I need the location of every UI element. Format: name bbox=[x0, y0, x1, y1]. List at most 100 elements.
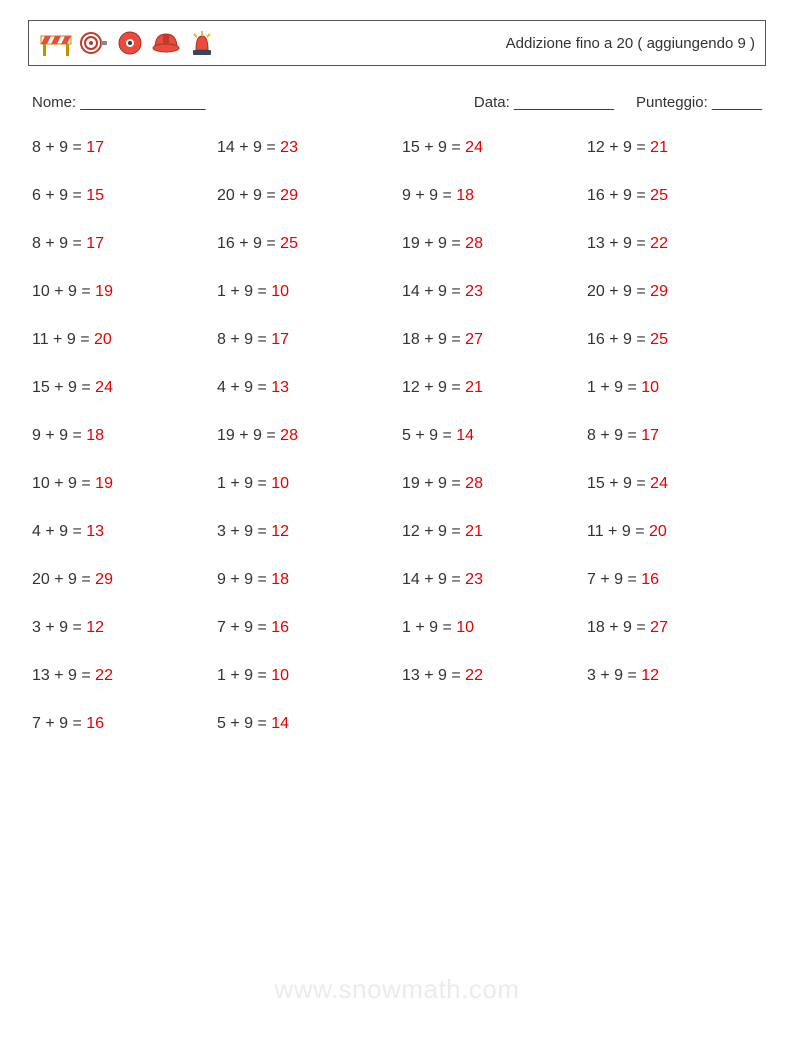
answer-text: 17 bbox=[86, 139, 104, 156]
question-text: 18 + 9 = bbox=[587, 619, 650, 636]
answer-text: 12 bbox=[86, 619, 104, 636]
date-label: Data: ____________ bbox=[474, 94, 614, 111]
problem-cell: 1 + 9 = 10 bbox=[217, 475, 392, 493]
question-text: 12 + 9 = bbox=[402, 379, 465, 396]
problem-cell: 4 + 9 = 13 bbox=[32, 523, 207, 541]
answer-text: 29 bbox=[280, 187, 298, 204]
answer-text: 28 bbox=[280, 427, 298, 444]
question-text: 10 + 9 = bbox=[32, 283, 95, 300]
answer-text: 29 bbox=[95, 571, 113, 588]
problem-cell: 16 + 9 = 25 bbox=[587, 187, 762, 205]
answer-text: 17 bbox=[271, 331, 289, 348]
question-text: 3 + 9 = bbox=[32, 619, 86, 636]
question-text: 16 + 9 = bbox=[217, 235, 280, 252]
answer-text: 23 bbox=[465, 571, 483, 588]
question-text: 19 + 9 = bbox=[402, 235, 465, 252]
problem-cell: 10 + 9 = 19 bbox=[32, 283, 207, 301]
answer-text: 25 bbox=[650, 331, 668, 348]
problem-cell: 8 + 9 = 17 bbox=[32, 139, 207, 157]
answer-text: 12 bbox=[641, 667, 659, 684]
answer-text: 19 bbox=[95, 283, 113, 300]
question-text: 1 + 9 = bbox=[217, 283, 271, 300]
question-text: 14 + 9 = bbox=[402, 571, 465, 588]
problem-cell: 20 + 9 = 29 bbox=[32, 571, 207, 589]
answer-text: 23 bbox=[280, 139, 298, 156]
question-text: 15 + 9 = bbox=[587, 475, 650, 492]
problem-cell: 8 + 9 = 17 bbox=[217, 331, 392, 349]
problem-cell: 1 + 9 = 10 bbox=[217, 283, 392, 301]
answer-text: 20 bbox=[649, 523, 667, 540]
question-text: 20 + 9 = bbox=[587, 283, 650, 300]
worksheet-title: Addizione fino a 20 ( aggiungendo 9 ) bbox=[506, 35, 755, 52]
meta-row: Nome: _______________ Data: ____________… bbox=[28, 94, 766, 111]
problem-cell: 14 + 9 = 23 bbox=[402, 571, 577, 589]
answer-text: 29 bbox=[650, 283, 668, 300]
question-text: 13 + 9 = bbox=[402, 667, 465, 684]
answer-text: 25 bbox=[650, 187, 668, 204]
problem-cell: 14 + 9 = 23 bbox=[217, 139, 392, 157]
problem-cell: 15 + 9 = 24 bbox=[402, 139, 577, 157]
problem-cell: 13 + 9 = 22 bbox=[32, 667, 207, 685]
problem-cell: 3 + 9 = 12 bbox=[32, 619, 207, 637]
answer-text: 21 bbox=[650, 139, 668, 156]
question-text: 19 + 9 = bbox=[217, 427, 280, 444]
answer-text: 22 bbox=[95, 667, 113, 684]
question-text: 14 + 9 = bbox=[402, 283, 465, 300]
answer-text: 10 bbox=[271, 667, 289, 684]
answer-text: 14 bbox=[456, 427, 474, 444]
question-text: 13 + 9 = bbox=[587, 235, 650, 252]
question-text: 8 + 9 = bbox=[32, 235, 86, 252]
answer-text: 12 bbox=[271, 523, 289, 540]
answer-text: 18 bbox=[86, 427, 104, 444]
question-text: 12 + 9 = bbox=[587, 139, 650, 156]
question-text: 9 + 9 = bbox=[32, 427, 86, 444]
problem-cell: 20 + 9 = 29 bbox=[217, 187, 392, 205]
watermark: www.snowmath.com bbox=[0, 974, 794, 1005]
question-text: 15 + 9 = bbox=[402, 139, 465, 156]
problem-cell: 4 + 9 = 13 bbox=[217, 379, 392, 397]
question-text: 11 + 9 = bbox=[32, 331, 94, 348]
answer-text: 24 bbox=[650, 475, 668, 492]
question-text: 1 + 9 = bbox=[217, 475, 271, 492]
problem-cell: 12 + 9 = 21 bbox=[402, 523, 577, 541]
problem-cell: 8 + 9 = 17 bbox=[32, 235, 207, 253]
problem-cell: 15 + 9 = 24 bbox=[32, 379, 207, 397]
problem-cell: 20 + 9 = 29 bbox=[587, 283, 762, 301]
problem-cell: 13 + 9 = 22 bbox=[402, 667, 577, 685]
answer-text: 13 bbox=[86, 523, 104, 540]
question-text: 3 + 9 = bbox=[587, 667, 641, 684]
worksheet-page: Addizione fino a 20 ( aggiungendo 9 ) No… bbox=[0, 0, 794, 1053]
question-text: 20 + 9 = bbox=[217, 187, 280, 204]
question-text: 7 + 9 = bbox=[587, 571, 641, 588]
answer-text: 16 bbox=[86, 715, 104, 732]
question-text: 11 + 9 = bbox=[587, 523, 649, 540]
answer-text: 13 bbox=[271, 379, 289, 396]
siren-icon bbox=[187, 28, 217, 58]
answer-text: 17 bbox=[86, 235, 104, 252]
answer-text: 24 bbox=[95, 379, 113, 396]
question-text: 5 + 9 = bbox=[217, 715, 271, 732]
question-text: 14 + 9 = bbox=[217, 139, 280, 156]
problem-cell: 11 + 9 = 20 bbox=[587, 523, 762, 541]
answer-text: 23 bbox=[465, 283, 483, 300]
answer-text: 10 bbox=[271, 283, 289, 300]
problem-cell bbox=[587, 715, 762, 733]
answer-text: 19 bbox=[95, 475, 113, 492]
problem-cell: 19 + 9 = 28 bbox=[402, 475, 577, 493]
question-text: 5 + 9 = bbox=[402, 427, 456, 444]
answer-text: 21 bbox=[465, 379, 483, 396]
problem-cell: 18 + 9 = 27 bbox=[587, 619, 762, 637]
problem-grid: 8 + 9 = 17 14 + 9 = 23 15 + 9 = 24 12 + 9 =… bbox=[28, 139, 766, 733]
icon-row bbox=[39, 28, 217, 58]
question-text: 7 + 9 = bbox=[32, 715, 86, 732]
problem-cell: 19 + 9 = 28 bbox=[402, 235, 577, 253]
problem-cell: 5 + 9 = 14 bbox=[217, 715, 392, 733]
problem-cell: 8 + 9 = 17 bbox=[587, 427, 762, 445]
helmet-icon bbox=[151, 28, 181, 58]
question-text: 4 + 9 = bbox=[217, 379, 271, 396]
question-text: 18 + 9 = bbox=[402, 331, 465, 348]
problem-cell: 1 + 9 = 10 bbox=[587, 379, 762, 397]
problem-cell: 7 + 9 = 16 bbox=[587, 571, 762, 589]
question-text: 4 + 9 = bbox=[32, 523, 86, 540]
question-text: 16 + 9 = bbox=[587, 331, 650, 348]
